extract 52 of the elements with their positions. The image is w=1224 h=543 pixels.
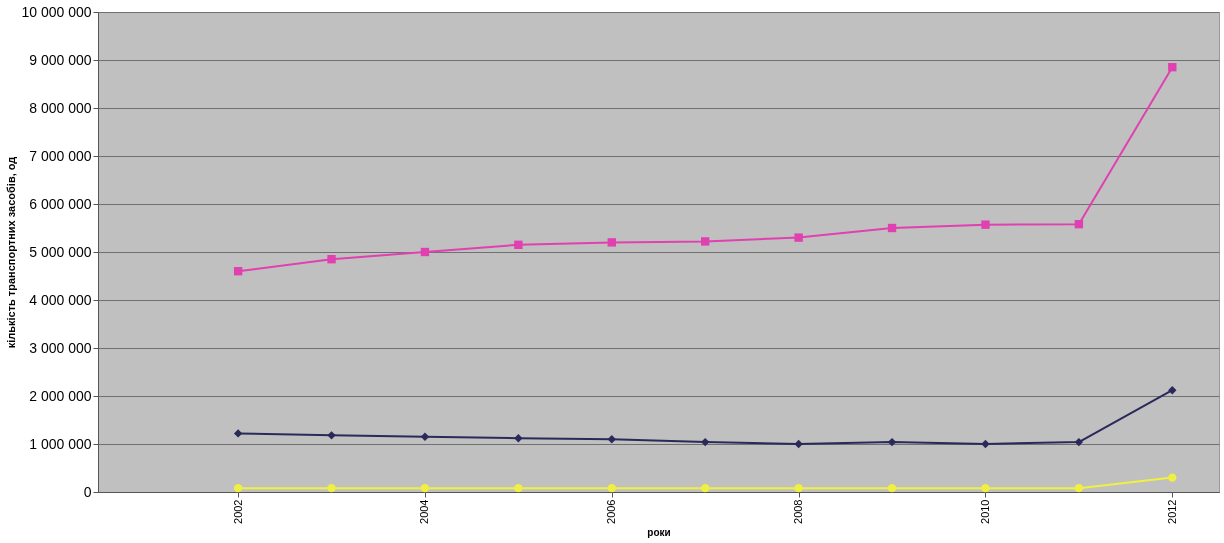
point xyxy=(1168,386,1177,395)
point xyxy=(887,223,897,233)
x-axis-title: роки xyxy=(647,526,671,538)
y-tick-label: 4 000 000 xyxy=(29,291,92,308)
point xyxy=(233,483,243,493)
x-tick-label: 2004 xyxy=(418,499,431,524)
point xyxy=(794,233,803,242)
point xyxy=(327,431,336,440)
point xyxy=(1074,219,1084,229)
point xyxy=(981,483,990,493)
point xyxy=(607,435,616,444)
point xyxy=(607,483,616,493)
point xyxy=(1168,473,1177,482)
point xyxy=(327,483,336,493)
y-tick-label: 3 000 000 xyxy=(29,339,92,356)
point xyxy=(233,267,243,276)
point xyxy=(327,255,336,264)
point xyxy=(981,220,990,229)
y-tick-label: 0 xyxy=(83,483,92,500)
x-tick-label: 2002 xyxy=(231,499,244,524)
point xyxy=(607,238,616,247)
y-tick-label: 9 000 000 xyxy=(29,51,92,68)
point xyxy=(420,247,430,257)
x-tick-label: 2008 xyxy=(792,499,805,524)
point xyxy=(514,434,523,443)
point xyxy=(701,437,710,447)
point xyxy=(514,240,523,249)
point xyxy=(514,483,523,493)
point xyxy=(887,483,897,493)
y-axis-title: кількість транспортних засобів, од xyxy=(5,156,18,349)
point xyxy=(701,483,710,493)
point xyxy=(1168,63,1177,72)
point xyxy=(701,237,710,246)
y-tick-label: 10 000 000 xyxy=(21,3,92,20)
point xyxy=(794,483,803,493)
point xyxy=(981,439,990,449)
point xyxy=(1074,483,1084,493)
y-tick-label: 7 000 000 xyxy=(29,147,92,164)
x-tick-label: 2006 xyxy=(605,499,618,524)
x-tick-label: 2012 xyxy=(1165,499,1178,524)
point xyxy=(794,439,803,449)
y-tick-label: 2 000 000 xyxy=(29,387,92,404)
y-tick-label: 5 000 000 xyxy=(29,243,92,260)
y-tick-label: 6 000 000 xyxy=(29,195,92,212)
point xyxy=(233,429,243,438)
x-tick-label: 2010 xyxy=(978,499,991,524)
point xyxy=(1074,437,1084,447)
y-tick-label: 1 000 000 xyxy=(29,435,92,452)
point xyxy=(887,437,897,447)
point xyxy=(420,432,430,441)
y-tick-label: 8 000 000 xyxy=(29,99,92,116)
point xyxy=(420,483,430,493)
